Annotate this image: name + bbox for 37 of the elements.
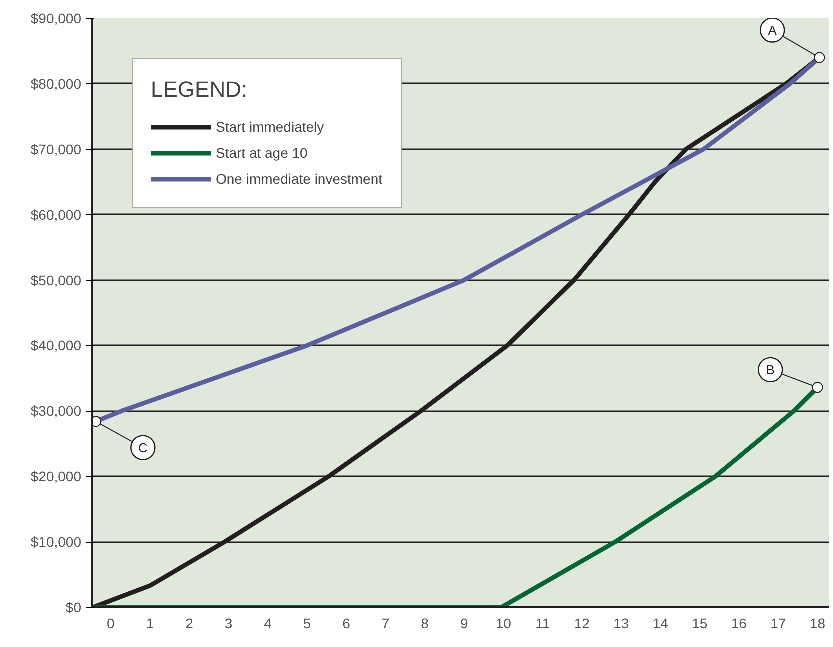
y-tick-label: $50,000: [30, 272, 82, 288]
x-tick-label: 7: [382, 616, 390, 632]
legend-label: Start immediately: [216, 119, 324, 135]
y-tick-label: $80,000: [30, 76, 82, 92]
x-tick-label: 15: [692, 616, 708, 632]
y-tick-label: $90,000: [30, 10, 82, 26]
y-tick-label: $60,000: [30, 206, 82, 223]
x-tick-label: 4: [264, 616, 272, 632]
y-tick-label: $30,000: [30, 403, 82, 420]
x-tick-label: 16: [731, 616, 748, 632]
x-tick-label: 2: [186, 616, 194, 632]
x-tick-label: 0: [107, 616, 116, 632]
x-tick-label: 18: [810, 616, 826, 632]
x-tick-label: 3: [224, 616, 233, 632]
point: [814, 52, 826, 64]
x-tick-label: 14: [652, 616, 669, 632]
y-tick-label: $20,000: [30, 468, 82, 485]
x-tick-label: 13: [614, 616, 630, 632]
x-tick-label: 11: [536, 616, 550, 632]
x-tick-label: 6: [342, 616, 351, 632]
x-tick-label: 5: [303, 616, 312, 632]
y-tick-label: $70,000: [30, 141, 82, 158]
annotation: B: [766, 362, 775, 378]
x-tick-label: 17: [770, 616, 786, 632]
x-tick-label: 8: [421, 616, 430, 632]
legend-title: LEGEND:: [151, 77, 249, 103]
legend-label: Start at age 10: [216, 145, 308, 161]
y-tick-label: $10,000: [30, 534, 82, 550]
x-tick-label: 12: [574, 616, 590, 632]
y-tick-label: $0: [66, 600, 82, 616]
y-tick-label: $40,000: [30, 338, 82, 354]
x-tick-label: 10: [496, 616, 512, 632]
annotation: C: [138, 440, 148, 456]
x-tick-label: 1: [146, 616, 154, 632]
x-tick-label: 9: [460, 616, 468, 632]
annotation: A: [768, 22, 778, 38]
legend-label: One immediate investment: [216, 171, 383, 187]
